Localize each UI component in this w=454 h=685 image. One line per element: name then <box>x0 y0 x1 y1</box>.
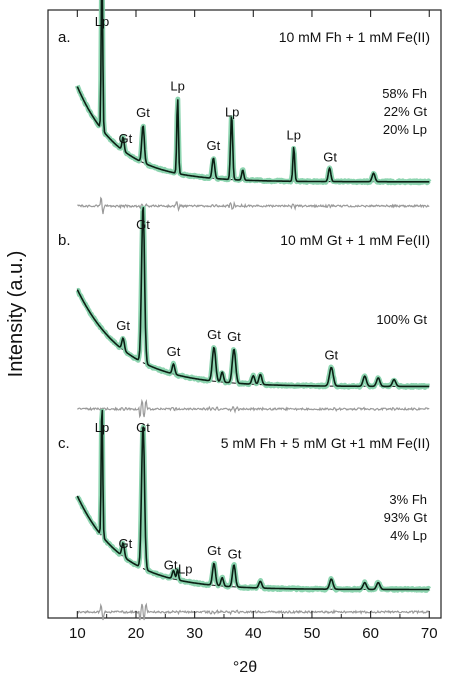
peak-label: Gt <box>116 318 130 333</box>
peak-label: Gt <box>167 344 181 359</box>
panels: a. 10 mM Fh + 1 mM Fe(II) 58% Fh 22% Gt 20% … <box>58 0 432 621</box>
residual-line <box>77 398 430 419</box>
panel-title: 10 mM Gt + 1 mM Fe(II) <box>280 232 430 248</box>
panel-a: a. 10 mM Fh + 1 mM Fe(II) 58% Fh 22% Gt 20% … <box>58 0 432 215</box>
fit-line <box>76 0 430 183</box>
fit-line <box>76 207 430 388</box>
composition-value: 20% Lp <box>383 122 427 137</box>
x-tick-label: 60 <box>362 625 379 642</box>
peak-label: Lp <box>95 14 109 29</box>
composition-value: 58% Fh <box>382 86 427 101</box>
peak-label: Gt <box>207 327 221 342</box>
x-tick-label: 30 <box>186 625 203 642</box>
peak-label: Gt <box>323 149 337 164</box>
composition-value: 4% Lp <box>390 528 427 543</box>
peak-label: Lp <box>225 105 239 120</box>
peak-label: Lp <box>178 561 192 576</box>
background-line <box>76 289 430 387</box>
residual-line <box>77 196 430 215</box>
panel-title: 10 mM Fh + 1 mM Fe(II) <box>279 29 430 45</box>
x-tick-label: 50 <box>304 625 321 642</box>
fit-line <box>76 409 430 591</box>
panel-label: b. <box>58 232 71 249</box>
panel-c: c. 5 mM Fh + 5 mM Gt +1 mM Fe(II) 3% Fh 93%… <box>58 408 432 621</box>
panel-title: 5 mM Fh + 5 mM Gt +1 mM Fe(II) <box>221 435 430 451</box>
x-tick-label: 10 <box>69 625 86 642</box>
peak-label: Gt <box>136 105 150 120</box>
composition-value: 93% Gt <box>384 510 428 525</box>
peak-label: Gt <box>207 543 221 558</box>
x-tick-label: 40 <box>245 625 262 642</box>
y-axis-label: Intensity (a.u.) <box>5 251 27 378</box>
panel-label: c. <box>58 435 70 452</box>
plot-frame <box>47 9 442 619</box>
peak-label: Gt <box>119 131 133 146</box>
peak-label: Gt <box>164 558 178 573</box>
panel-label: a. <box>58 29 71 46</box>
composition-value: 3% Fh <box>389 492 427 507</box>
peak-label: Gt <box>227 329 241 344</box>
peak-label: Gt <box>207 138 221 153</box>
composition-value: 22% Gt <box>384 104 428 119</box>
peak-label: Lp <box>95 420 109 435</box>
peak-label: Lp <box>287 127 301 142</box>
x-tick-label: 70 <box>421 625 438 642</box>
x-tick-label: 20 <box>128 625 145 642</box>
panel-b: b. 10 mM Gt + 1 mM Fe(II) 100% Gt Gt Gt Gt Gt G… <box>58 205 431 419</box>
peak-label: Gt <box>228 547 242 562</box>
x-axis-label: °2θ <box>233 659 257 676</box>
peak-label: Gt <box>136 420 150 435</box>
peak-label: Gt <box>119 536 133 551</box>
peak-label: Gt <box>324 347 338 362</box>
composition-value: 100% Gt <box>376 312 427 327</box>
peak-label: Gt <box>136 217 150 232</box>
peak-label: Lp <box>170 79 184 94</box>
x-axis: 10 20 30 40 50 60 70 <box>47 10 438 642</box>
